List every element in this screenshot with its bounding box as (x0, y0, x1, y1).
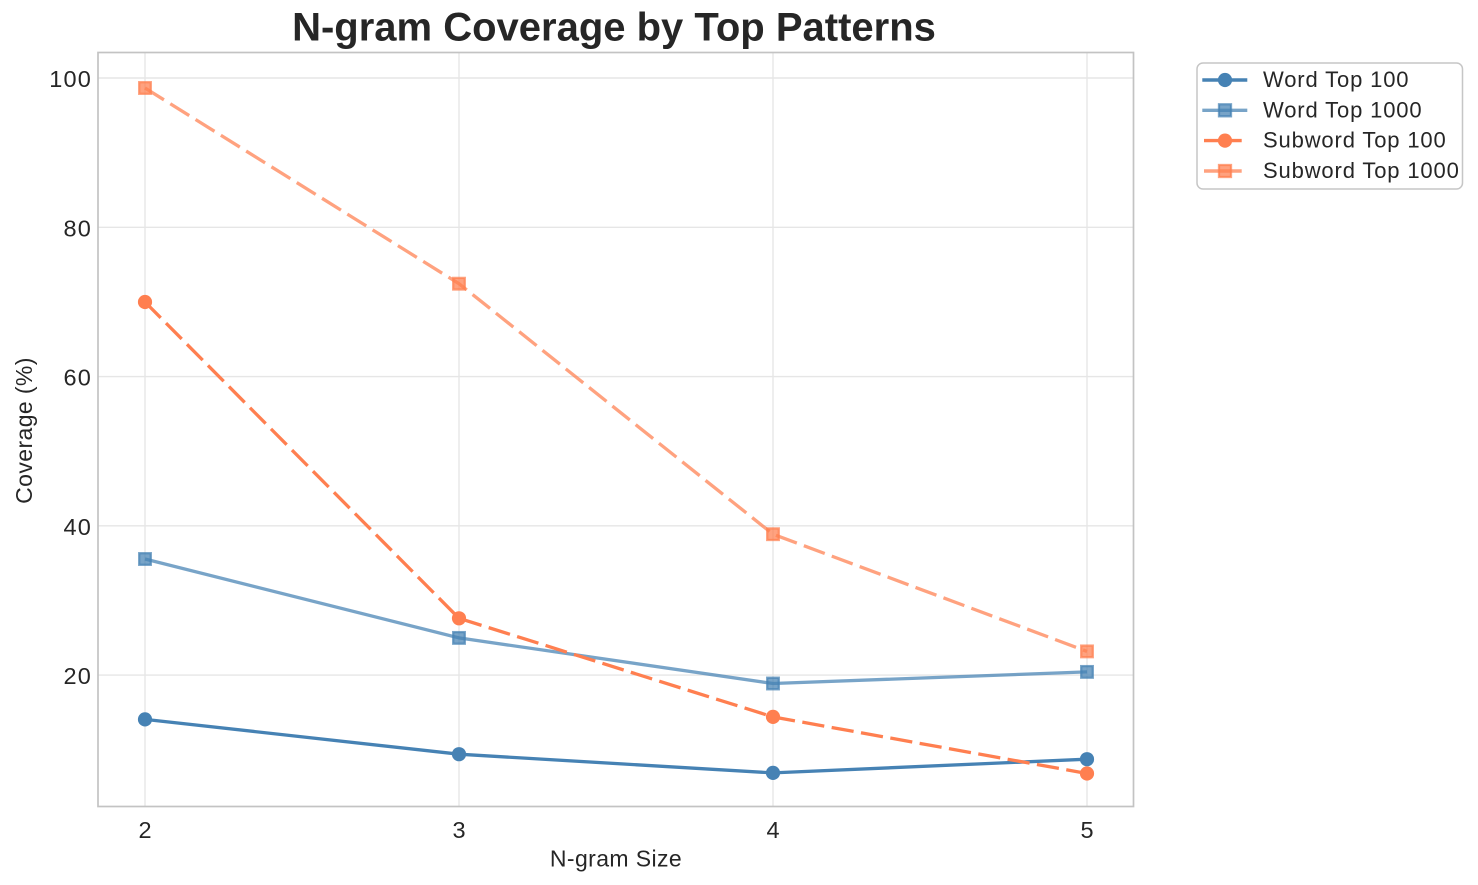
svg-text:Subword Top 100: Subword Top 100 (1263, 128, 1447, 153)
svg-text:Subword Top 1000: Subword Top 1000 (1263, 158, 1460, 183)
svg-text:Word Top 100: Word Top 100 (1263, 67, 1409, 92)
svg-text:80: 80 (63, 215, 92, 241)
svg-text:Coverage (%): Coverage (%) (11, 357, 37, 504)
svg-text:3: 3 (452, 817, 465, 843)
svg-text:5: 5 (1080, 817, 1093, 843)
svg-text:N-gram Coverage by Top Pattern: N-gram Coverage by Top Patterns (292, 6, 936, 50)
svg-text:2: 2 (138, 817, 151, 843)
svg-text:60: 60 (63, 365, 92, 391)
svg-text:100: 100 (49, 66, 92, 92)
svg-text:40: 40 (63, 514, 92, 540)
svg-text:4: 4 (766, 817, 779, 843)
svg-text:20: 20 (63, 663, 92, 689)
svg-text:N-gram Size: N-gram Size (550, 846, 682, 872)
svg-text:Word Top 1000: Word Top 1000 (1263, 97, 1422, 122)
